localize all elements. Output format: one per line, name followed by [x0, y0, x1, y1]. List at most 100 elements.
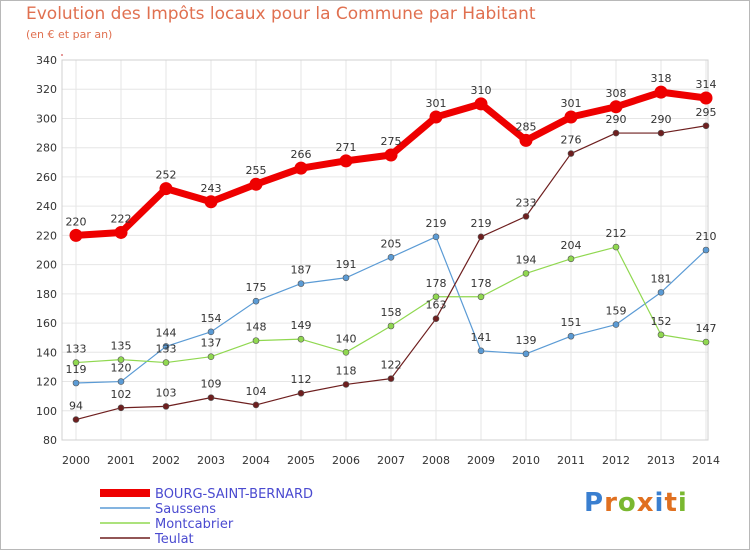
- data-point: [477, 233, 485, 241]
- data-point: [297, 335, 305, 343]
- data-label: 149: [291, 319, 312, 332]
- data-point: [702, 338, 710, 346]
- y-tick-label: 320: [36, 83, 57, 96]
- data-point: [252, 337, 260, 344]
- chart-title: Evolution des Impôts locaux pour la Comm…: [26, 4, 536, 24]
- x-tick-label: 2010: [512, 454, 540, 467]
- x-tick-label: 2000: [62, 454, 90, 467]
- data-label: 144: [156, 326, 177, 339]
- data-point: [657, 129, 665, 137]
- proxiti-logo: Proxiti: [584, 488, 688, 518]
- data-point: [69, 228, 83, 242]
- data-point: [207, 394, 215, 401]
- x-tick-label: 2014: [692, 454, 720, 467]
- data-point: [432, 293, 440, 301]
- data-label: 233: [516, 196, 537, 209]
- data-label: 103: [156, 386, 177, 399]
- data-label: 175: [246, 281, 267, 294]
- data-label: 310: [471, 84, 492, 97]
- data-point: [162, 343, 170, 350]
- data-label: 122: [381, 359, 402, 372]
- data-point: [207, 328, 215, 336]
- data-point: [522, 270, 530, 277]
- data-point: [252, 401, 260, 409]
- x-tick-label: 2011: [557, 454, 585, 467]
- x-tick-label: 2013: [647, 454, 675, 467]
- x-tick-label: 2001: [107, 454, 135, 467]
- data-label: 187: [291, 264, 312, 277]
- data-label: 133: [66, 343, 87, 356]
- data-label: 219: [426, 217, 447, 230]
- data-label: 178: [471, 277, 492, 290]
- legend-label: Teulat: [154, 532, 194, 547]
- data-label: 219: [471, 217, 492, 230]
- y-tick-label: 100: [36, 405, 57, 418]
- x-tick-label: 2012: [602, 454, 630, 467]
- data-point: [702, 122, 710, 130]
- data-label: 222: [111, 212, 132, 225]
- data-label: 191: [336, 258, 357, 271]
- y-tick-label: 220: [36, 229, 57, 242]
- data-label: 290: [606, 113, 627, 126]
- data-point: [384, 148, 398, 162]
- data-point: [204, 195, 218, 209]
- data-label: 243: [201, 182, 222, 195]
- data-label: 133: [156, 343, 177, 356]
- data-point: [207, 353, 215, 360]
- data-label: 210: [696, 230, 717, 243]
- data-point: [297, 389, 305, 397]
- data-label: 120: [111, 362, 132, 375]
- data-point: [477, 347, 485, 355]
- data-label: 194: [516, 253, 537, 266]
- data-point: [612, 129, 620, 137]
- data-point: [117, 378, 125, 385]
- data-label: 135: [111, 340, 132, 353]
- data-label: 301: [426, 97, 447, 110]
- plot-area: [62, 60, 708, 440]
- data-point: [387, 322, 395, 330]
- x-tick-label: 2008: [422, 454, 450, 467]
- data-label: 140: [336, 332, 357, 345]
- legend-label: Montcabrier: [155, 517, 234, 532]
- data-point: [72, 359, 80, 366]
- data-label: 109: [201, 378, 222, 391]
- data-label: 266: [291, 148, 312, 161]
- data-point: [612, 321, 620, 328]
- data-label: 252: [156, 169, 177, 182]
- y-tick-label: 160: [36, 317, 57, 330]
- data-point: [567, 332, 575, 340]
- data-label: 276: [561, 134, 582, 147]
- data-point: [294, 161, 308, 175]
- x-tick-label: 2009: [467, 454, 495, 467]
- data-point: [522, 350, 530, 358]
- data-label: 159: [606, 305, 627, 318]
- data-point: [474, 97, 488, 111]
- y-tick-label: 280: [36, 142, 57, 155]
- data-label: 158: [381, 306, 402, 319]
- data-point: [429, 110, 443, 124]
- data-point: [702, 246, 710, 254]
- data-label: 212: [606, 227, 627, 240]
- data-point: [612, 243, 620, 251]
- data-point: [249, 177, 263, 191]
- data-label: 255: [246, 164, 267, 177]
- data-label: 141: [471, 331, 492, 344]
- data-point: [162, 359, 170, 366]
- data-label: 163: [426, 299, 447, 312]
- data-point: [342, 274, 350, 282]
- data-point: [387, 375, 395, 382]
- data-label: 220: [66, 215, 87, 228]
- y-tick-label: 80: [43, 434, 57, 447]
- data-point: [339, 154, 353, 168]
- x-tick-label: 2007: [377, 454, 405, 467]
- chart-subtitle: (en € et par an): [26, 28, 113, 41]
- data-label: 148: [246, 321, 267, 334]
- data-point: [72, 416, 80, 423]
- data-point: [252, 297, 260, 305]
- data-label: 301: [561, 97, 582, 110]
- x-tick-label: 2004: [242, 454, 270, 467]
- data-point: [342, 381, 350, 388]
- y-tick-label: 240: [36, 200, 57, 213]
- data-label: 147: [696, 322, 717, 335]
- data-label: 204: [561, 239, 582, 252]
